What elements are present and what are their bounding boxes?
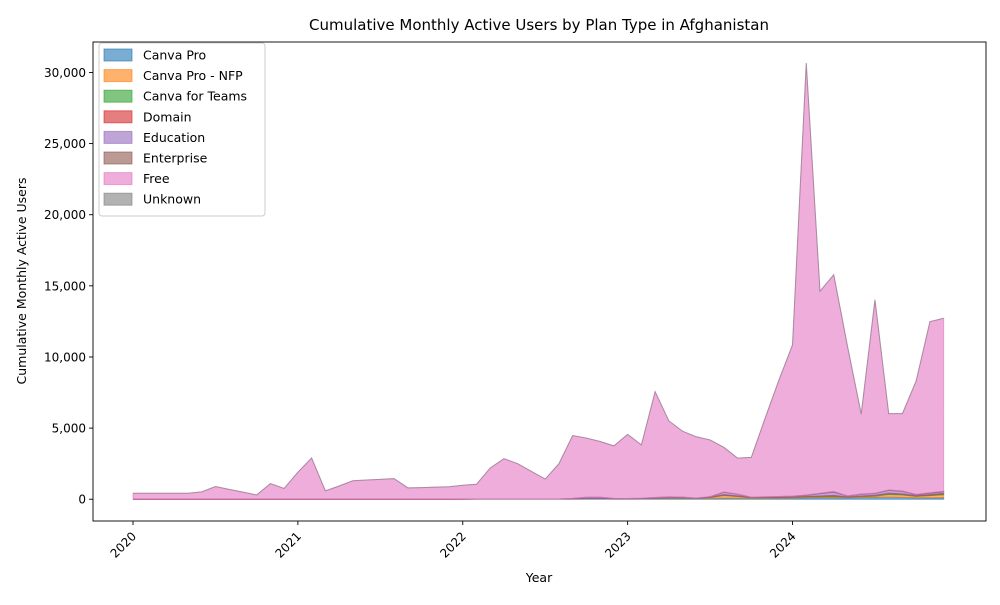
areas-layer [132,63,945,500]
legend-swatch [103,151,133,165]
legend-swatch [103,172,133,186]
y-tick-label: 5,000 [52,422,86,436]
y-tick-label: 0 [78,493,86,507]
legend-swatch [103,48,133,62]
legend-swatch [103,130,133,144]
legend-label: Canva Pro [143,48,206,63]
legend-label: Education [143,130,205,145]
y-axis-label: Cumulative Monthly Active Users [14,178,29,385]
legend-box [98,42,266,217]
legend-label: Canva Pro - NFP [143,68,243,83]
legend-label: Unknown [143,192,201,207]
legend-swatch [103,192,133,206]
y-axis: 0 5,000 10,000 15,000 20,000 25,000 30,000 [44,66,93,507]
y-tick-label: 15,000 [44,279,86,293]
y-tick-label: 20,000 [44,208,86,222]
legend-swatch [103,89,133,103]
area-unknown [133,63,944,496]
legend-swatch [103,110,133,124]
plot-frame [92,41,987,522]
x-axis-label: Year [525,570,553,585]
legend: Canva Pro Canva Pro - NFP Canva for Teams D… [98,42,266,217]
y-tick-label: 10,000 [44,350,86,364]
chart-title: Cumulative Monthly Active Users by Plan … [309,16,769,34]
legend-label: Enterprise [143,151,208,166]
legend-swatch [103,69,133,83]
legend-label: Canva for Teams [143,89,247,104]
y-tick-label: 30,000 [44,66,86,80]
y-tick-label: 25,000 [44,137,86,151]
legend-label: Domain [143,109,192,124]
legend-label: Free [143,171,170,186]
